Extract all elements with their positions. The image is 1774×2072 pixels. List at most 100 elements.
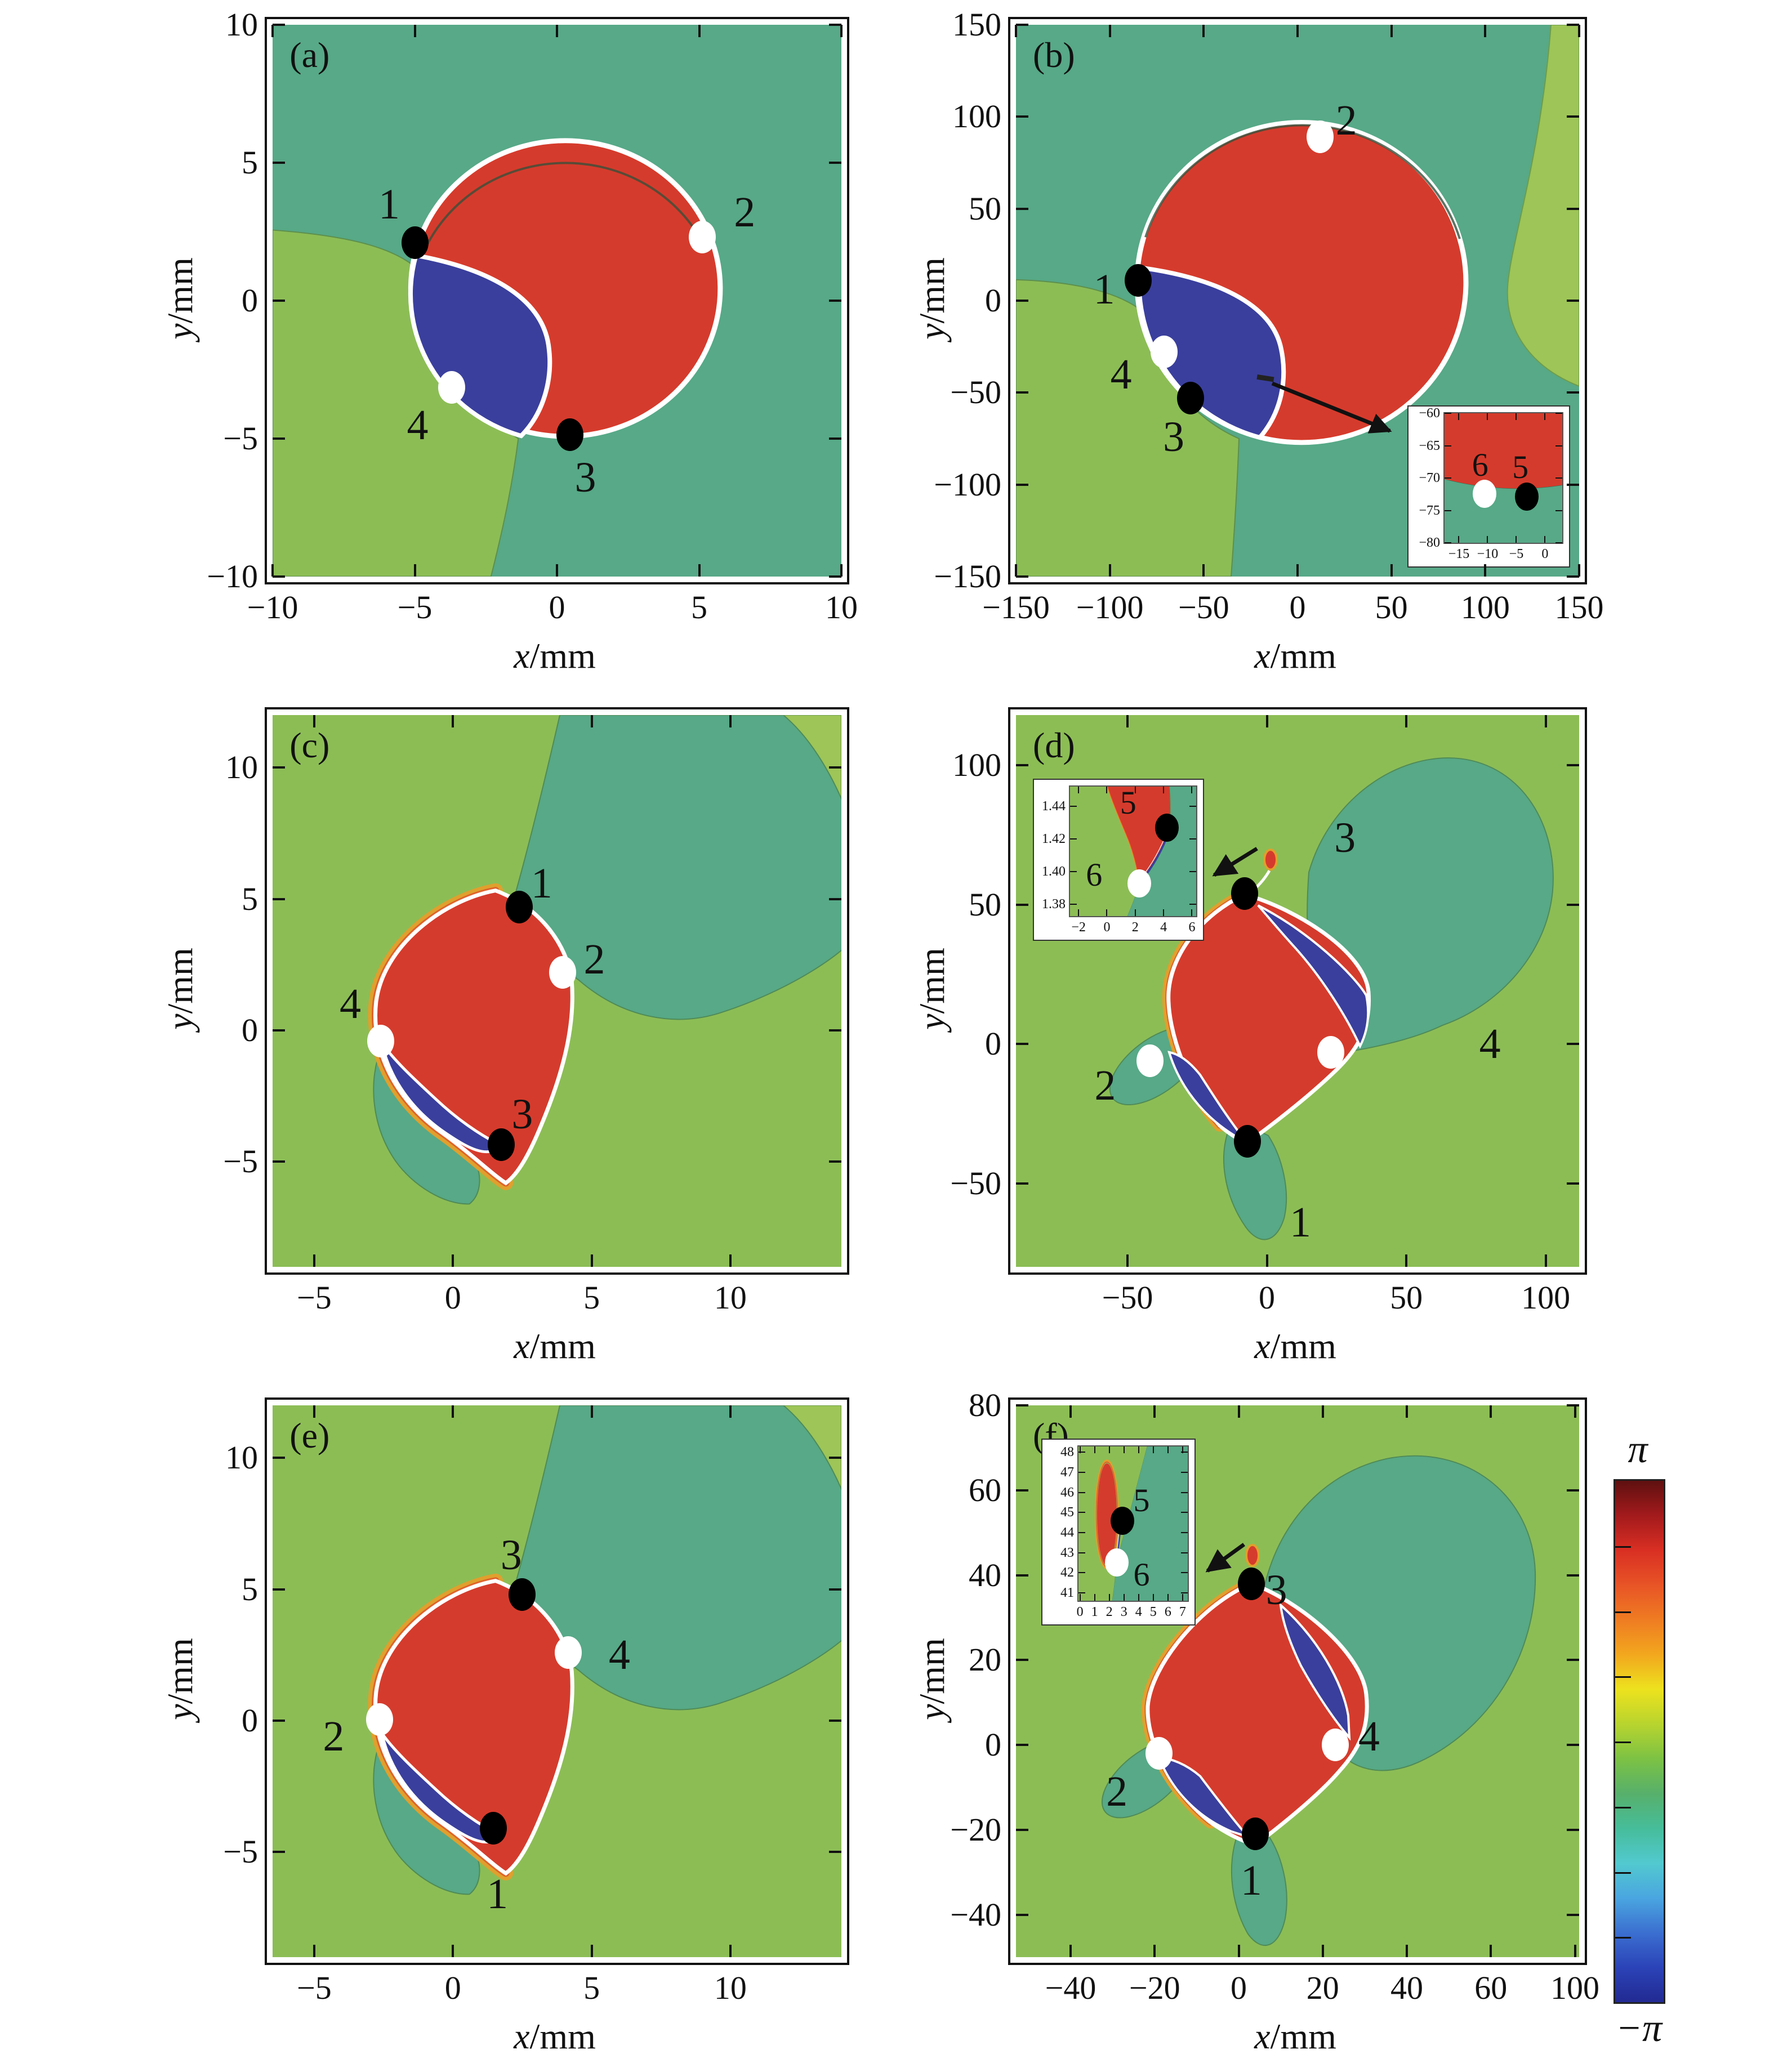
phase-boundary-line <box>1445 479 1562 489</box>
x-axis-tick-mark <box>1153 1945 1156 1957</box>
x-tick-label: −150 <box>982 589 1050 626</box>
y-axis-tick-mark <box>1016 1659 1028 1662</box>
singularity-point-2 <box>688 221 716 254</box>
y-axis-tick-mark <box>1070 805 1077 807</box>
x-axis-tick-mark <box>1406 1945 1408 1957</box>
y-axis-tick-mark <box>1181 1512 1188 1513</box>
x-tick-label: −40 <box>1045 1970 1097 2006</box>
y-tick-label: −5 <box>223 1833 258 1870</box>
y-axis-tick-mark <box>829 1851 841 1854</box>
inset-plot-area: 0 1 2 3 4 5 6 7 41 42 43 44 45 46 47 48 5 6 <box>1060 1445 1189 1619</box>
x-tick-label: 0 <box>1259 1279 1276 1316</box>
singularity-point-2 <box>1136 1044 1164 1077</box>
y-tick-label: 10 <box>225 1439 258 1476</box>
inset-magnified-view: −15 −10 −5 0 −60 −65 −70 −75 −80 6 5 <box>1407 405 1570 568</box>
x-axis-tick-mark <box>556 564 558 577</box>
x-axis-tick-mark <box>1484 564 1487 577</box>
x-axis-tick-mark <box>1202 25 1205 37</box>
x-axis-tick-mark <box>1544 413 1546 421</box>
inset-contour-map <box>1445 413 1562 543</box>
y-axis-tick-mark <box>1567 115 1579 118</box>
singularity-point-4 <box>1317 1035 1345 1069</box>
y-axis-tick-mark <box>273 1160 285 1163</box>
x-tick-label: 10 <box>825 589 858 626</box>
y-axis-tick-mark <box>273 1720 285 1722</box>
x-axis-tick-mark <box>840 564 843 577</box>
y-axis-tick-mark <box>1567 1489 1579 1492</box>
x-axis-tick-mark <box>1544 536 1546 543</box>
y-tick-label: 45 <box>1060 1505 1074 1520</box>
y-axis-tick-mark <box>1016 1182 1028 1185</box>
y-axis-tick-mark <box>1016 391 1028 394</box>
x-tick-label: 150 <box>1554 589 1604 626</box>
x-axis-tick-mark <box>1163 786 1165 793</box>
y-tick-label: −20 <box>950 1811 1001 1848</box>
x-axis-tick-mark <box>1167 1594 1169 1601</box>
point-number-label: 3 <box>500 1531 522 1579</box>
y-axis-tick-mark <box>1567 1913 1579 1916</box>
point-number-label: 4 <box>339 980 361 1028</box>
singularity-point-6 <box>1127 869 1152 897</box>
y-axis-tick-mark <box>1078 1492 1085 1493</box>
colorbar-tick-mark <box>1615 1872 1631 1874</box>
y-tick-label: −80 <box>1419 535 1440 551</box>
y-tick-label: 5 <box>242 880 258 917</box>
colorbar-tick-mark <box>1615 1676 1631 1678</box>
y-axis-tick-mark <box>1016 1489 1028 1492</box>
y-tick-label: 0 <box>242 1012 258 1048</box>
x-axis-label: x/mm <box>514 636 596 676</box>
x-axis-tick-mark <box>271 564 274 577</box>
y-axis-tick-mark <box>1181 1592 1188 1593</box>
x-axis-label: x/mm <box>514 2016 596 2056</box>
y-axis-tick-mark <box>829 24 841 26</box>
panel-d: y/mm (d) <box>887 690 1774 1381</box>
point-number-label: 1 <box>1240 1857 1262 1905</box>
x-tick-label: 40 <box>1390 1970 1424 2006</box>
inset-magnified-view: 0 1 2 3 4 5 6 7 41 42 43 44 45 46 47 48 5 6 <box>1041 1438 1196 1626</box>
y-axis-tick-mark <box>1555 477 1562 479</box>
y-axis-tick-mark <box>1016 1574 1028 1577</box>
y-tick-label: 1.38 <box>1042 897 1066 912</box>
y-axis-tick-mark <box>1070 871 1077 873</box>
x-axis-tick-mark <box>1237 1945 1240 1957</box>
y-tick-label: 41 <box>1060 1585 1074 1600</box>
x-axis-tick-mark <box>1108 1594 1110 1601</box>
point-number-label: 6 <box>1472 446 1488 484</box>
x-axis-tick-mark <box>729 715 732 727</box>
y-axis-tick-mark <box>1078 1452 1085 1453</box>
y-tick-label: −60 <box>1419 406 1440 421</box>
y-tick-label: 0 <box>242 1702 258 1739</box>
singularity-point-3 <box>1177 382 1204 415</box>
y-tick-label: 1.44 <box>1042 798 1066 814</box>
x-axis-tick-mark <box>1202 564 1205 577</box>
x-tick-label: 0 <box>1231 1970 1247 2006</box>
x-axis-tick-mark <box>590 715 593 727</box>
y-axis-tick-mark <box>1181 1472 1188 1473</box>
x-axis-tick-mark <box>1152 1594 1154 1601</box>
y-axis-tick-mark <box>1567 764 1579 767</box>
y-axis-tick-mark <box>829 1029 841 1031</box>
x-axis-tick-mark <box>1126 715 1129 727</box>
y-axis-tick-mark <box>1567 207 1579 210</box>
x-tick-label: 50 <box>1390 1279 1423 1316</box>
red-phase-region <box>1108 786 1170 883</box>
x-axis-tick-mark <box>1108 1446 1110 1453</box>
plot-frame: (d) −2 0 2 4 6 1.38 1.40 1.42 1.44 5 6 <box>950 707 1587 1314</box>
y-axis-tick-mark <box>1016 1744 1028 1747</box>
x-axis-label: x/mm <box>1254 2016 1336 2056</box>
y-tick-label: 100 <box>952 747 1001 784</box>
x-tick-label: 100 <box>1521 1279 1571 1316</box>
teal-phase-region <box>513 715 841 1020</box>
singularity-point-2 <box>366 1703 393 1736</box>
colorbar-tick-mark <box>1615 1937 1631 1939</box>
x-axis-tick-mark <box>1578 564 1580 577</box>
y-axis-tick-mark <box>273 1588 285 1591</box>
point-number-label: 4 <box>407 401 429 449</box>
point-number-label: 6 <box>1133 1556 1150 1593</box>
x-axis-tick-mark <box>1578 25 1580 37</box>
point-number-label: 3 <box>1265 1566 1287 1614</box>
point-number-label: 4 <box>608 1631 630 1679</box>
y-tick-label: 5 <box>242 1570 258 1607</box>
x-axis-tick-mark <box>1516 536 1517 543</box>
y-tick-label: 0 <box>985 1025 1001 1062</box>
